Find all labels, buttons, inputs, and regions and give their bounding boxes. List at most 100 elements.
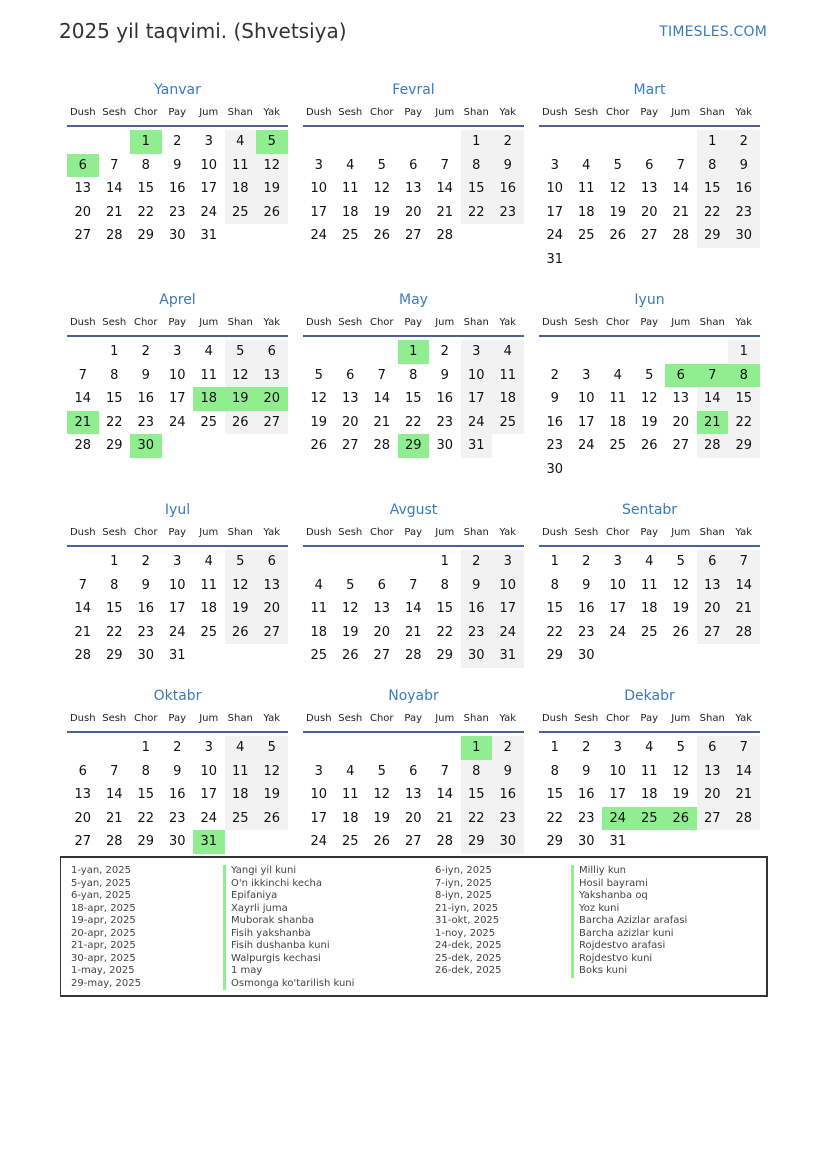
day-cell[interactable]: 29 [696,224,728,248]
day-cell[interactable]: 29 [105,438,123,453]
day-cell[interactable]: 24 [310,228,328,243]
day-cell[interactable]: 11 [341,787,359,802]
day-cell[interactable]: 3 [613,740,622,755]
day-cell[interactable]: 17 [168,601,186,616]
day-cell[interactable]: 24 [577,438,595,453]
day-cell[interactable]: 25 [609,438,627,453]
day-cell[interactable]: 21 [373,414,391,430]
day-cell[interactable]: 22 [546,810,564,826]
day-cell[interactable]: 26 [256,200,288,224]
day-cell[interactable]: 5 [377,763,386,779]
day-cell[interactable]: 26 [373,834,391,849]
day-cell[interactable]: 30 [728,224,760,248]
day-cell[interactable]: 10 [200,157,218,173]
day-cell[interactable]: 20 [74,204,92,220]
day-cell[interactable]: 18 [193,387,225,411]
day-cell[interactable]: 15 [696,177,728,201]
day-cell[interactable]: 13 [696,759,728,783]
day-cell[interactable]: 10 [609,763,627,779]
day-cell[interactable]: 1 [550,740,559,755]
day-cell[interactable]: 2 [173,740,182,755]
day-cell[interactable]: 18 [310,624,328,640]
day-cell[interactable]: 21 [105,810,123,826]
day-cell[interactable]: 31 [546,251,564,267]
day-cell[interactable]: 5 [346,577,355,593]
day-cell[interactable]: 27 [256,410,288,434]
day-cell[interactable]: 12 [373,787,391,802]
day-cell[interactable]: 7 [110,157,119,173]
day-cell[interactable]: 10 [168,577,186,593]
day-cell[interactable]: 28 [105,228,123,243]
day-cell[interactable]: 25 [310,648,328,663]
day-cell[interactable]: 21 [696,410,728,434]
day-cell[interactable]: 23 [168,204,186,220]
day-cell[interactable]: 7 [78,367,87,383]
day-cell[interactable]: 8 [728,363,760,387]
day-cell[interactable]: 19 [672,601,690,616]
day-cell[interactable]: 24 [492,620,524,644]
day-cell[interactable]: 29 [546,648,564,663]
day-cell[interactable]: 6 [78,763,87,779]
day-cell[interactable]: 19 [373,204,391,220]
day-cell[interactable]: 12 [341,601,359,616]
day-cell[interactable]: 24 [168,624,186,640]
day-cell[interactable]: 25 [200,624,218,640]
day-cell[interactable]: 9 [492,759,524,783]
day-cell[interactable]: 13 [404,787,422,802]
day-cell[interactable]: 17 [577,414,595,430]
day-cell[interactable]: 30 [436,438,454,453]
day-cell[interactable]: 22 [404,414,422,430]
day-cell[interactable]: 11 [224,153,256,177]
day-cell[interactable]: 20 [696,783,728,807]
day-cell[interactable]: 20 [256,387,288,411]
day-cell[interactable]: 16 [168,181,186,196]
day-cell[interactable]: 19 [609,204,627,220]
day-cell[interactable]: 3 [314,763,323,779]
day-cell[interactable]: 4 [224,130,256,154]
day-cell[interactable]: 7 [440,157,449,173]
day-cell[interactable]: 1 [696,130,728,154]
day-cell[interactable]: 31 [193,830,225,854]
day-cell[interactable]: 7 [409,577,418,593]
day-cell[interactable]: 8 [440,577,449,593]
day-cell[interactable]: 18 [609,414,627,430]
day-cell[interactable]: 24 [609,624,627,640]
day-cell[interactable]: 20 [404,204,422,220]
day-cell[interactable]: 22 [696,200,728,224]
day-cell[interactable]: 30 [577,648,595,663]
day-cell[interactable]: 26 [665,806,697,830]
day-cell[interactable]: 26 [672,624,690,640]
day-cell[interactable]: 3 [613,554,622,569]
day-cell[interactable]: 9 [173,157,182,173]
day-cell[interactable]: 23 [137,414,155,430]
day-cell[interactable]: 5 [224,340,256,364]
day-cell[interactable]: 15 [404,391,422,406]
day-cell[interactable]: 4 [645,740,654,755]
day-cell[interactable]: 18 [640,601,658,616]
day-cell[interactable]: 14 [728,573,760,597]
day-cell[interactable]: 17 [200,787,218,802]
day-cell[interactable]: 15 [137,787,155,802]
day-cell[interactable]: 6 [256,550,288,574]
day-cell[interactable]: 30 [546,461,564,477]
day-cell[interactable]: 17 [546,204,564,220]
day-cell[interactable]: 12 [609,181,627,196]
day-cell[interactable]: 24 [200,810,218,826]
day-cell[interactable]: 20 [672,414,690,430]
day-cell[interactable]: 19 [256,783,288,807]
day-cell[interactable]: 9 [728,153,760,177]
day-cell[interactable]: 11 [577,181,595,196]
day-cell[interactable]: 19 [373,810,391,826]
day-cell[interactable]: 23 [728,200,760,224]
day-cell[interactable]: 1 [130,130,162,154]
day-cell[interactable]: 27 [373,648,391,663]
day-cell[interactable]: 21 [436,204,454,220]
day-cell[interactable]: 25 [200,414,218,430]
day-cell[interactable]: 10 [200,763,218,779]
day-cell[interactable]: 20 [74,810,92,826]
day-cell[interactable]: 9 [492,153,524,177]
day-cell[interactable]: 6 [409,157,418,173]
day-cell[interactable]: 17 [460,387,492,411]
day-cell[interactable]: 18 [341,810,359,826]
day-cell[interactable]: 10 [168,367,186,383]
